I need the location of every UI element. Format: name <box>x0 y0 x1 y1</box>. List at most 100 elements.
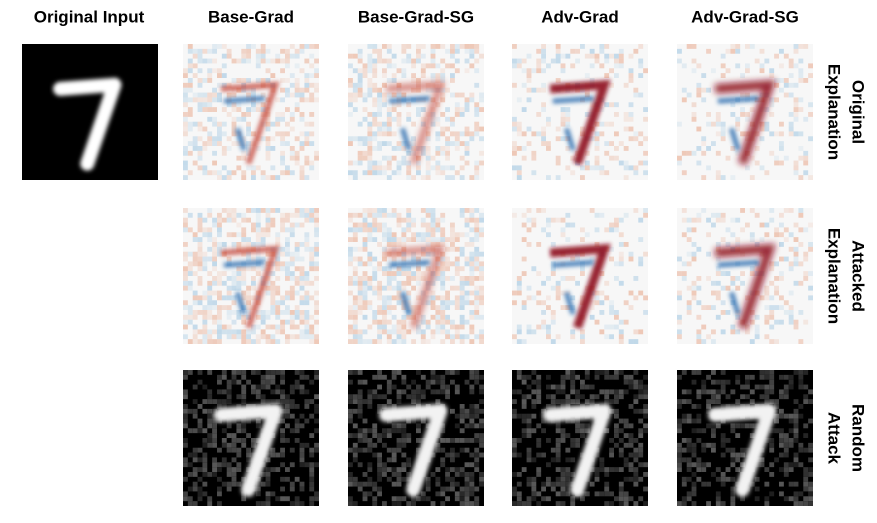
noise-pixel <box>469 48 475 54</box>
noise-pixel <box>275 266 281 272</box>
noise-pixel <box>706 276 711 281</box>
noise-pixel <box>430 370 436 375</box>
noise-pixel <box>623 319 629 325</box>
noise-pixel <box>304 319 310 325</box>
noise-pixel <box>231 433 237 438</box>
noise-pixel <box>401 374 407 380</box>
noise-pixel <box>289 276 295 281</box>
noise-pixel <box>541 48 546 54</box>
noise-pixel <box>512 58 517 64</box>
noise-pixel <box>570 170 576 176</box>
noise-pixel <box>357 370 363 375</box>
noise-pixel <box>197 58 203 64</box>
noise-pixel <box>565 121 571 127</box>
noise-pixel <box>314 408 319 414</box>
noise-pixel <box>536 394 542 400</box>
noise-pixel <box>406 44 412 49</box>
noise-pixel <box>604 280 610 286</box>
noise-pixel <box>396 92 402 98</box>
noise-pixel <box>628 126 634 132</box>
noise-pixel <box>521 467 527 472</box>
noise-pixel <box>459 44 465 49</box>
noise-pixel <box>430 300 436 306</box>
noise-pixel <box>479 266 484 272</box>
noise-pixel <box>255 212 261 218</box>
noise-pixel <box>352 447 358 453</box>
explanation-map <box>348 208 484 344</box>
noise-pixel <box>275 116 281 122</box>
noise-pixel <box>299 92 305 98</box>
noise-pixel <box>231 329 237 335</box>
noise-pixel <box>580 496 585 502</box>
noise-pixel <box>589 300 595 306</box>
noise-pixel <box>754 242 760 247</box>
noise-pixel <box>445 467 450 472</box>
noise-pixel <box>280 319 285 325</box>
noise-pixel <box>570 155 576 161</box>
noise-pixel <box>803 467 809 472</box>
noise-pixel <box>231 370 237 375</box>
noise-pixel <box>285 310 290 315</box>
noise-pixel <box>416 112 421 117</box>
noise-pixel <box>430 290 436 296</box>
noise-pixel <box>594 53 600 59</box>
noise-pixel <box>251 44 256 49</box>
noise-pixel <box>382 256 387 262</box>
noise-pixel <box>372 73 378 78</box>
noise-pixel <box>294 370 300 375</box>
noise-pixel <box>197 404 203 409</box>
noise-pixel <box>348 324 353 330</box>
noise-pixel <box>202 305 208 310</box>
noise-pixel <box>793 481 799 487</box>
noise-pixel <box>192 384 198 390</box>
noise-pixel <box>299 44 305 49</box>
noise-pixel <box>589 102 595 108</box>
noise-pixel <box>299 165 305 171</box>
noise-pixel <box>779 48 784 54</box>
noise-pixel <box>445 486 450 492</box>
noise-pixel <box>691 285 697 291</box>
noise-pixel <box>614 63 619 69</box>
noise-pixel <box>391 339 397 344</box>
noise-pixel <box>416 271 421 276</box>
noise-pixel <box>372 136 378 142</box>
noise-pixel <box>701 379 707 385</box>
noise-pixel <box>197 155 203 161</box>
noise-pixel <box>730 48 736 54</box>
noise-pixel <box>677 457 682 463</box>
noise-pixel <box>430 78 436 83</box>
noise-pixel <box>618 141 624 146</box>
noise-pixel <box>469 92 475 98</box>
noise-pixel <box>416 329 421 335</box>
noise-pixel <box>260 136 266 142</box>
noise-pixel <box>633 329 639 335</box>
noise-pixel <box>628 112 634 117</box>
noise-pixel <box>686 399 692 404</box>
noise-pixel <box>420 73 426 78</box>
noise-pixel <box>469 175 475 180</box>
noise-pixel <box>231 232 237 238</box>
noise-pixel <box>783 82 789 88</box>
noise-pixel <box>221 370 227 375</box>
noise-pixel <box>720 217 726 223</box>
noise-pixel <box>357 389 363 395</box>
noise-pixel <box>420 334 426 340</box>
noise-pixel <box>367 280 373 286</box>
noise-pixel <box>715 116 721 122</box>
noise-pixel <box>696 126 702 132</box>
noise-pixel <box>681 438 687 443</box>
noise-pixel <box>454 452 460 458</box>
noise-pixel <box>479 300 484 306</box>
noise-pixel <box>372 433 378 438</box>
noise-pixel <box>314 374 319 380</box>
noise-pixel <box>314 261 319 267</box>
noise-pixel <box>720 472 726 477</box>
noise-pixel <box>289 501 295 506</box>
noise-pixel <box>469 276 475 281</box>
noise-pixel <box>357 48 363 54</box>
noise-pixel <box>348 102 353 108</box>
noise-pixel <box>450 438 455 443</box>
noise-pixel <box>406 472 412 477</box>
noise-pixel <box>623 423 629 429</box>
noise-pixel <box>521 82 527 88</box>
